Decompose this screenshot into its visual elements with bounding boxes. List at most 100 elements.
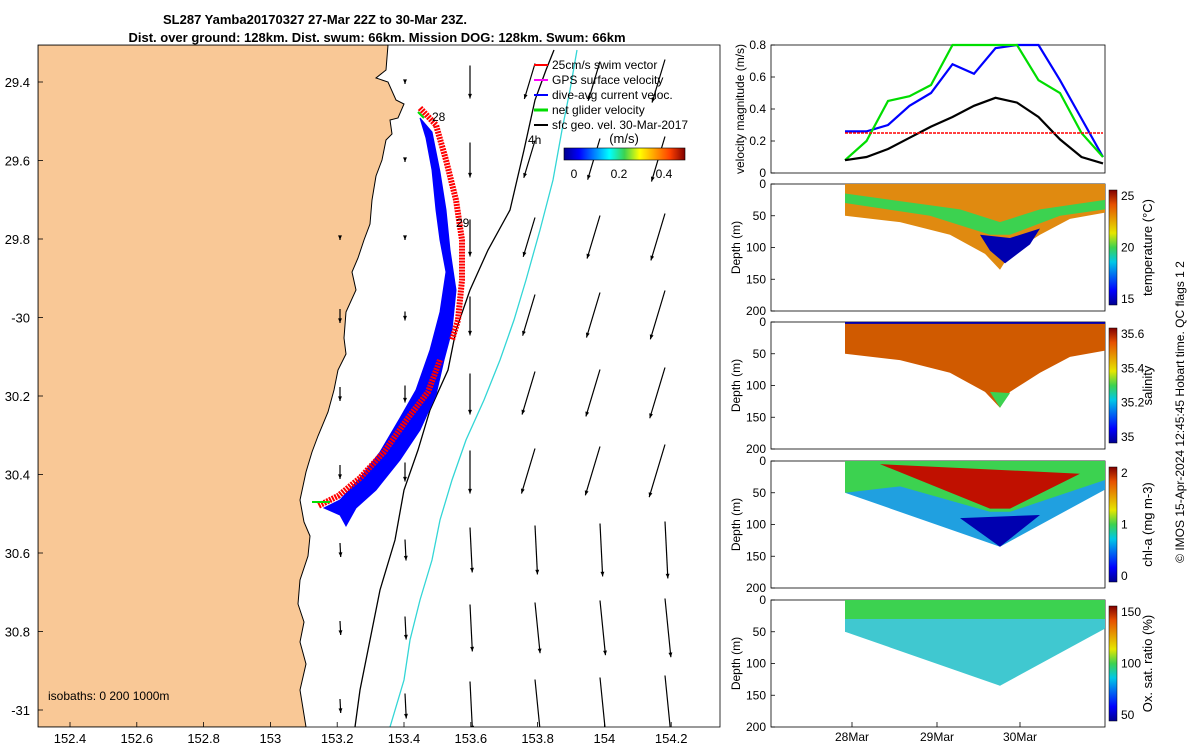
geo-velocity-arrow: [521, 371, 536, 415]
panel-colorbar: [1108, 189, 1118, 306]
geo-velocity-arrow: [522, 217, 536, 257]
panel-colorbar-tick: 35.4: [1121, 361, 1145, 375]
legend-dive-avg: dive-avg current veloc.: [552, 88, 673, 102]
section-layer: [845, 322, 1105, 324]
geo-velocity-arrow: [403, 235, 407, 240]
geo-velocity-arrow: [586, 215, 601, 259]
geo-velocity-arrow: [469, 527, 474, 573]
geo-velocity-arrow: [468, 450, 472, 494]
map-x-tick-label: 153.2: [321, 731, 354, 746]
depth-panel-salinity: 0 50 100 150 200 Depth (m) 35 35.2 35.4 35.6 salin…: [729, 315, 1155, 456]
section-fill: [845, 322, 1105, 408]
geo-velocity-arrow: [584, 446, 601, 496]
velocity-y-tick-label: 0: [759, 166, 766, 180]
geo-velocity-arrow: [403, 157, 407, 162]
land-mass: [38, 45, 405, 727]
geo-velocity-arrow: [403, 539, 408, 561]
geo-velocity-arrow: [664, 521, 670, 579]
geo-velocity-arrow: [403, 79, 407, 84]
panel-colorbar-tick: 25: [1121, 189, 1135, 203]
geo-velocity-arrow: [468, 373, 472, 415]
surface-geostrophic-arrows: [338, 59, 673, 727]
legend-net: net glider velocity: [552, 103, 645, 117]
map-colorbar: (m/s) 0 0.2 0.4: [563, 131, 686, 181]
depth-tick-label: 100: [746, 657, 766, 671]
depth-tick-label: 50: [753, 625, 767, 639]
map-x-axis: 152.4 152.6 152.8 153 153.2 153.4 153.6 153.8 15…: [54, 722, 687, 746]
depth-panel-chla: 0 50 100 150 200 Depth (m) 0 1 2 chl-a (mg m-3): [729, 454, 1155, 595]
depth-tick-label: 100: [746, 241, 766, 255]
depth-tick-label: 200: [746, 581, 766, 595]
depth-ylabel: Depth (m): [729, 498, 743, 551]
day-label-29: 29: [456, 216, 470, 230]
panel-colorbar-tick: 15: [1121, 292, 1135, 306]
depth-tick-label: 50: [753, 209, 767, 223]
depth-ylabel: Depth (m): [729, 359, 743, 412]
depth-ylabel: Depth (m): [729, 637, 743, 690]
depth-tick-label: 50: [753, 347, 767, 361]
panel-colorbar-tick: 35.6: [1121, 327, 1145, 341]
map-x-tick-label: 153.4: [388, 731, 421, 746]
geo-velocity-arrow: [649, 367, 666, 419]
geo-velocity-arrow: [523, 140, 536, 179]
panel-colorbar-tick: 50: [1121, 708, 1135, 722]
geo-velocity-arrow: [664, 598, 673, 658]
map-x-tick-label: 152.8: [187, 731, 220, 746]
geo-velocity-arrow: [585, 292, 601, 338]
geo-velocity-arrow: [587, 61, 601, 101]
section-layer: [845, 619, 1105, 686]
depth-tick-label: 150: [746, 272, 766, 286]
geo-velocity-arrow: [403, 616, 408, 640]
map-y-axis: 29.4 29.6 29.8 -30 30.2 30.4 30.6 30.8 -31: [5, 75, 43, 718]
geo-velocity-arrow: [403, 311, 407, 321]
panel-colorbar: [1108, 605, 1118, 722]
panel-colorbar-tick: 150: [1121, 605, 1141, 619]
panel-colorbar-tick: 1: [1121, 518, 1128, 532]
map-x-tick-label: 153: [260, 731, 282, 746]
velocity-y-tick-label: 0.6: [749, 70, 766, 84]
time-tick-label: 29Mar: [920, 730, 954, 744]
depth-tick-label: 200: [746, 304, 766, 318]
depth-tick-label: 100: [746, 379, 766, 393]
geo-velocity-arrow: [338, 620, 343, 636]
geo-velocity-arrow: [650, 213, 666, 261]
depth-tick-label: 0: [759, 177, 766, 191]
title-line-2: Dist. over ground: 128km. Dist. swum: 66…: [128, 30, 625, 45]
geo-velocity-arrow: [468, 219, 472, 257]
geo-velocity-arrow: [599, 523, 605, 577]
section-layer: [960, 514, 1040, 547]
geo-velocity-arrow: [599, 600, 607, 656]
panel-colorbar-label: chl-a (mg m-3): [1140, 482, 1155, 567]
day-label-28: 28: [432, 110, 446, 124]
map-colorbar-bar: [563, 147, 686, 161]
depth-tick-label: 150: [746, 549, 766, 563]
section-layer: [880, 464, 1080, 509]
panel-colorbar-tick: 35.2: [1121, 396, 1145, 410]
map-y-tick-label: 30.8: [5, 625, 30, 640]
panel-colorbar: [1108, 327, 1118, 444]
map-x-tick-label: 153.8: [521, 731, 554, 746]
geo-velocity-arrow: [338, 465, 342, 479]
depth-tick-label: 50: [753, 486, 767, 500]
swim-vectors: [316, 105, 465, 509]
geo-velocity-arrow: [585, 369, 601, 417]
net-glider-vectors: [312, 111, 425, 503]
depth-tick-label: 200: [746, 442, 766, 456]
geo-velocity-arrow: [648, 444, 666, 498]
section-layer: [845, 480, 1105, 547]
panel-colorbar-tick: 20: [1121, 241, 1135, 255]
map-y-tick-label: 29.4: [5, 75, 30, 90]
depth-tick-label: 0: [759, 315, 766, 329]
geo-velocity-arrow: [468, 65, 472, 99]
map-colorbar-tick: 0.4: [656, 167, 673, 181]
time-tick-label: 28Mar: [835, 730, 869, 744]
geo-velocity-arrow: [469, 604, 475, 652]
map-colorbar-unit: (m/s): [609, 131, 639, 146]
geo-velocity-arrow: [664, 675, 671, 727]
dive-avg-current-vectors: [322, 117, 457, 528]
panel-colorbar-label: temperature (°C): [1140, 199, 1155, 296]
time-tick-label: 30Mar: [1003, 730, 1037, 744]
map-y-tick-label: 29.6: [5, 154, 30, 169]
